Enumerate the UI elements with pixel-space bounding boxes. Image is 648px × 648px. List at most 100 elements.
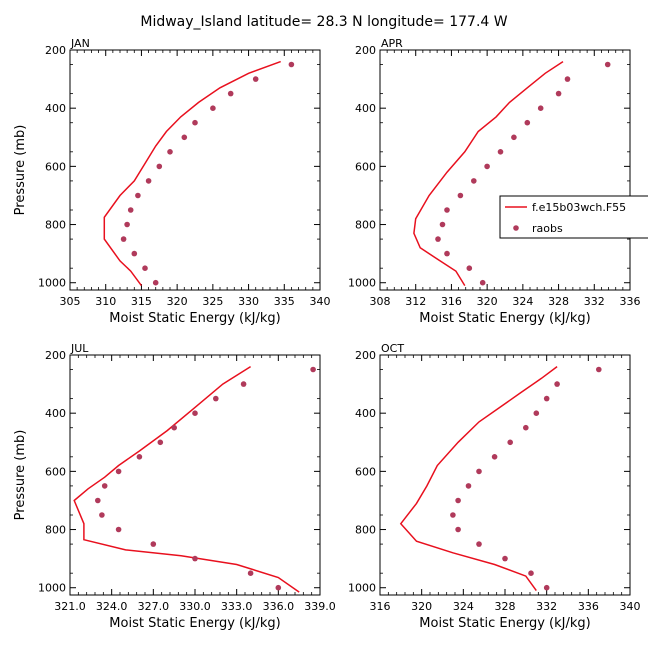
raobs-point (213, 395, 219, 402)
raobs-point (171, 424, 177, 431)
x-tick-label: 316 (441, 295, 462, 308)
y-tick-label: 200 (45, 349, 66, 362)
x-tick-label: 340 (620, 600, 641, 613)
raobs-point (524, 119, 531, 126)
raobs-point (135, 192, 141, 199)
x-axis-label: Moist Static Energy (kJ/kg) (419, 616, 590, 631)
panel-apr: APR 308 312 316 320 324 328 332 336 200 400 600 800 1… (348, 37, 641, 326)
raobs-point (210, 105, 216, 111)
y-tick-label: 400 (45, 407, 66, 420)
raobs-point (491, 454, 498, 460)
raobs-point (465, 483, 472, 489)
raobs-point (450, 512, 456, 518)
raobs-point (604, 61, 611, 68)
panel-title-jan: JAN (70, 37, 90, 50)
x-tick-label: 305 (60, 295, 81, 308)
raobs-point (457, 192, 464, 199)
raobs-point (596, 366, 602, 373)
x-tick-label: 320 (411, 600, 432, 613)
raobs-point (511, 134, 517, 141)
panel-title-jul: JUL (70, 342, 89, 355)
x-tick-label: 330 (238, 295, 259, 308)
y-tick-label: 600 (45, 160, 66, 173)
raobs-point (181, 134, 188, 141)
raobs-point (543, 584, 550, 591)
model-profile-line (399, 366, 558, 592)
raobs-point (247, 570, 254, 576)
x-tick-label: 316 (370, 600, 391, 613)
raobs-point (455, 526, 461, 533)
x-tick-label: 324 (453, 600, 474, 613)
y-tick-label: 800 (45, 524, 66, 537)
legend-label-raobs: raobs (532, 222, 563, 235)
x-tick-label: 340 (310, 295, 331, 308)
raobs-point (145, 178, 152, 184)
x-axis-label: Moist Static Energy (kJ/kg) (109, 616, 280, 631)
model-profile-line (73, 365, 300, 593)
x-tick-label: 328 (495, 600, 516, 613)
raobs-point (555, 90, 562, 97)
raobs-point (101, 483, 108, 489)
panel-oct: OCT 316 320 324 328 332 336 340 200 400 600 800 1000… (348, 342, 641, 631)
raobs-point (497, 149, 504, 155)
raobs-point (131, 250, 138, 257)
raobs-point (444, 250, 450, 257)
y-tick-label: 600 (355, 465, 376, 478)
raobs-point (99, 512, 105, 518)
raobs-point (455, 497, 461, 504)
raobs-point (554, 381, 560, 387)
legend-label-model: f.e15b03wch.F55 (532, 201, 626, 214)
raobs-point (152, 279, 159, 286)
raobs-point (275, 584, 282, 591)
raobs-point (439, 221, 446, 228)
x-tick-label: 335 (274, 295, 295, 308)
x-tick-label: 324 (512, 295, 533, 308)
model-profile-line (103, 60, 281, 287)
raobs-point (115, 468, 122, 475)
raobs-point (192, 555, 198, 562)
panel-title-apr: APR (381, 37, 403, 50)
y-tick-label: 800 (355, 524, 376, 537)
raobs-point (157, 439, 164, 446)
x-axis-label: Moist Static Energy (kJ/kg) (419, 311, 590, 326)
raobs-point (127, 207, 134, 213)
x-tick-label: 310 (95, 295, 116, 308)
raobs-point (124, 221, 130, 228)
x-tick-label: 321.0 (54, 600, 86, 613)
x-tick-label: 332 (536, 600, 557, 613)
y-tick-label: 800 (45, 219, 66, 232)
raobs-point (167, 149, 173, 155)
raobs-point (543, 395, 550, 402)
x-tick-label: 324.0 (96, 600, 128, 613)
y-tick-label: 200 (45, 44, 66, 57)
raobs-point (310, 366, 316, 373)
x-tick-label: 333.0 (221, 600, 253, 613)
y-tick-label: 200 (355, 349, 376, 362)
y-tick-label: 400 (355, 102, 376, 115)
raobs-point (484, 163, 490, 170)
panel-jul: JUL 321.0 324.0 327.0 330.0 333.0 336.0 339.0 20… (13, 342, 336, 631)
raobs-point (523, 424, 529, 431)
y-tick-label: 600 (355, 160, 376, 173)
y-tick-label: 1000 (348, 277, 376, 290)
model-profile-line (413, 60, 564, 286)
raobs-point (115, 526, 122, 533)
raobs-point (528, 570, 534, 576)
x-tick-label: 308 (370, 295, 391, 308)
y-tick-label: 1000 (348, 582, 376, 595)
x-tick-label: 336 (578, 600, 599, 613)
raobs-point (476, 541, 482, 547)
panel-jan: JAN 305 310 315 320 325 330 335 340 200 400 600 800 1… (13, 37, 331, 326)
x-axis-label: Moist Static Energy (kJ/kg) (109, 311, 280, 326)
raobs-point (533, 410, 540, 417)
x-tick-label: 336 (620, 295, 641, 308)
raobs-point (150, 541, 157, 547)
y-tick-label: 200 (355, 44, 376, 57)
legend-box (499, 195, 648, 239)
x-tick-label: 320 (167, 295, 188, 308)
y-tick-label: 400 (45, 102, 66, 115)
x-tick-label: 328 (548, 295, 569, 308)
raobs-point (252, 76, 259, 82)
plot-frame-apr (379, 49, 631, 291)
